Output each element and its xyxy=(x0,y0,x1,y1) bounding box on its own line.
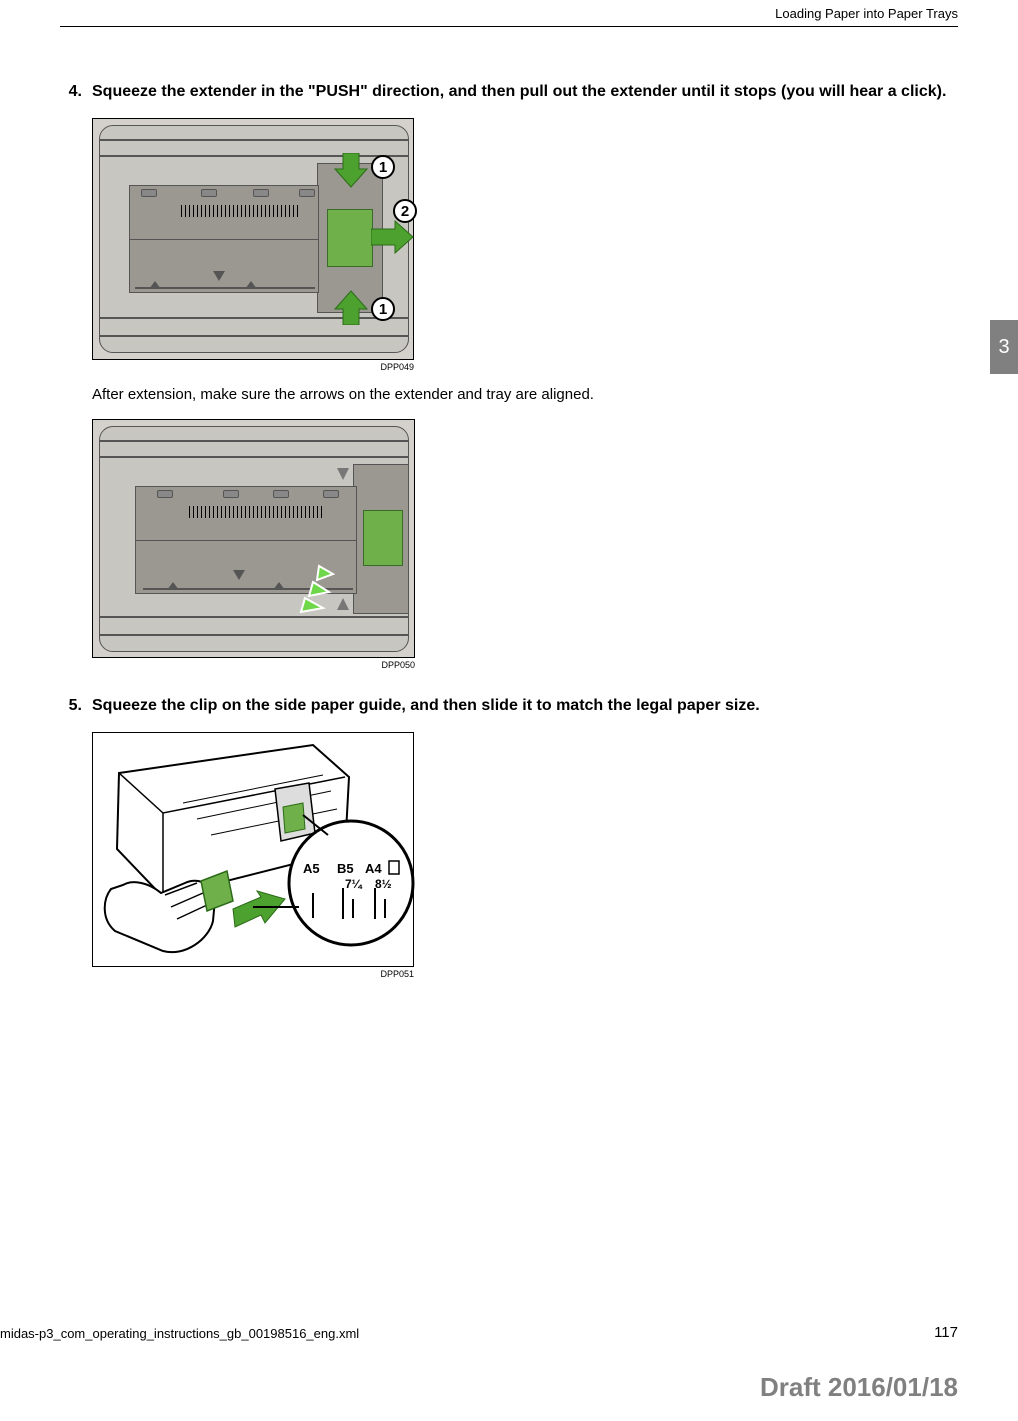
figure-4b-caption: DPP050 xyxy=(92,660,415,670)
figure-4b xyxy=(92,419,415,658)
arrow-2 xyxy=(371,219,415,255)
callout-1-bottom: 1 xyxy=(371,297,395,321)
content: 4. Squeeze the extender in the "PUSH" di… xyxy=(58,80,958,1003)
figure-4b-block: DPP050 xyxy=(92,419,958,670)
zoom-label-a5: A5 xyxy=(303,861,320,876)
header-rule xyxy=(60,26,958,27)
step-5: 5. Squeeze the clip on the side paper gu… xyxy=(58,694,958,979)
callout-2: 2 xyxy=(393,199,417,223)
arrow-1-top xyxy=(333,153,369,189)
figure-4a-caption: DPP049 xyxy=(92,362,414,372)
figure-5-block: A5 B5 A4 7¼ 8½ DPP051 xyxy=(92,732,958,979)
step-4-text: Squeeze the extender in the "PUSH" direc… xyxy=(92,80,958,104)
step-4-number: 4. xyxy=(58,80,92,104)
figure-5-caption: DPP051 xyxy=(92,969,414,979)
header-title: Loading Paper into Paper Trays xyxy=(775,6,958,21)
alignment-arrows xyxy=(269,556,339,626)
zoom-label-b5: B5 xyxy=(337,861,354,876)
step-4: 4. Squeeze the extender in the "PUSH" di… xyxy=(58,80,958,670)
figure-4a: 1 2 1 xyxy=(92,118,414,360)
footer-page-number: 117 xyxy=(934,1324,958,1341)
figure-5: A5 B5 A4 7¼ 8½ xyxy=(92,732,414,967)
draft-stamp: Draft 2016/01/18 xyxy=(760,1372,958,1403)
step-5-text: Squeeze the clip on the side paper guide… xyxy=(92,694,958,718)
step-4-header: 4. Squeeze the extender in the "PUSH" di… xyxy=(58,80,958,104)
zoom-label-714: 7¼ xyxy=(345,877,362,891)
step-5-header: 5. Squeeze the clip on the side paper gu… xyxy=(58,694,958,718)
callout-1-top: 1 xyxy=(371,155,395,179)
step-4-after-text: After extension, make sure the arrows on… xyxy=(92,386,958,403)
figure-5-svg xyxy=(93,733,415,968)
chapter-tab: 3 xyxy=(990,320,1018,374)
figure-4a-block: 1 2 1 DPP049 xyxy=(92,118,958,372)
arrow-1-bottom xyxy=(333,289,369,325)
step-5-number: 5. xyxy=(58,694,92,718)
zoom-label-a4: A4 xyxy=(365,861,382,876)
zoom-label-812: 8½ xyxy=(375,877,392,891)
footer-filename: midas-p3_com_operating_instructions_gb_0… xyxy=(0,1326,359,1341)
